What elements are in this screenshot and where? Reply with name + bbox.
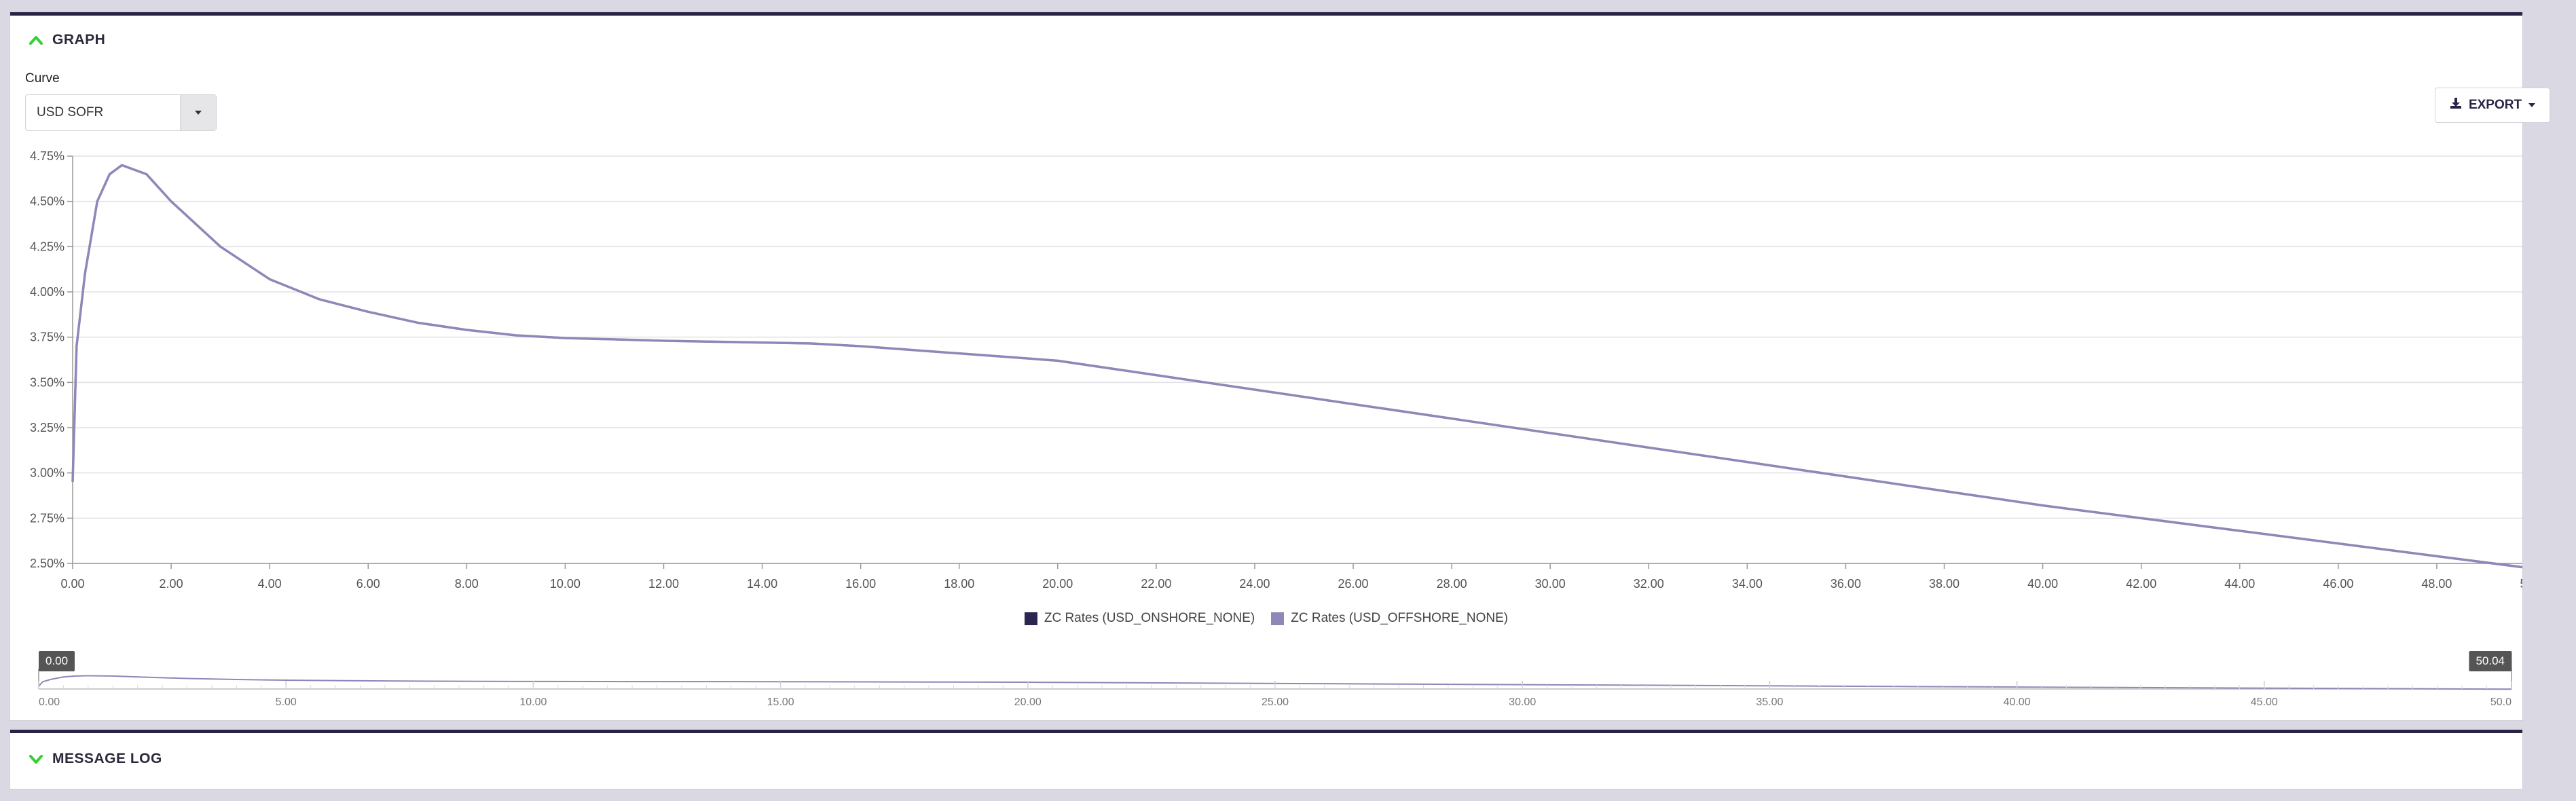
- x-tick-label: 10.00: [550, 577, 581, 591]
- legend-swatch: [1271, 612, 1285, 625]
- graph-panel-header[interactable]: GRAPH: [29, 32, 105, 48]
- download-icon: [2450, 97, 2462, 113]
- x-tick-label: 28.00: [1437, 577, 1467, 591]
- chevron-down-icon[interactable]: [29, 754, 43, 764]
- x-tick-label: 12.00: [648, 577, 679, 591]
- caret-down-icon: [2528, 103, 2536, 107]
- navigator-max-handle[interactable]: 50.04: [2469, 651, 2511, 671]
- navigator-tick-label: 10.00: [519, 696, 547, 708]
- navigator-tick-label: 40.00: [2004, 696, 2031, 708]
- navigator-min-handle[interactable]: 0.00: [39, 651, 75, 671]
- x-tick-label: 18.00: [944, 577, 974, 591]
- x-tick-label: 26.00: [1338, 577, 1369, 591]
- series-line-1: [71, 164, 2522, 569]
- message-log-title: MESSAGE LOG: [52, 751, 162, 766]
- x-tick-label: 8.00: [455, 577, 479, 591]
- x-tick-label: 22.00: [1141, 577, 1171, 591]
- navigator-tick-label: 30.00: [1509, 696, 1536, 708]
- y-tick-label: 4.75%: [30, 149, 65, 163]
- x-tick-label: 36.00: [1830, 577, 1861, 591]
- x-tick-label: 48.00: [2421, 577, 2452, 591]
- y-tick-label: 4.00%: [30, 285, 65, 299]
- curve-select-toggle[interactable]: [180, 95, 216, 130]
- y-tick-label: 2.75%: [30, 511, 65, 525]
- x-tick-label: 6.00: [356, 577, 380, 591]
- navigator-tick-label: 25.00: [1262, 696, 1289, 708]
- curve-label: Curve: [25, 71, 60, 86]
- chevron-up-icon[interactable]: [29, 35, 43, 45]
- x-tick-label: 38.00: [1929, 577, 1959, 591]
- x-tick-label: 14.00: [747, 577, 777, 591]
- x-tick-label: 34.00: [1732, 577, 1763, 591]
- legend-item-offshore[interactable]: ZC Rates (USD_OFFSHORE_NONE): [1271, 611, 1508, 626]
- y-tick-label: 3.50%: [30, 375, 65, 389]
- legend-label: ZC Rates (USD_ONSHORE_NONE): [1044, 611, 1255, 625]
- navigator-tick-label: 50.0: [2490, 696, 2511, 708]
- x-tick-label: 2.00: [160, 577, 183, 591]
- graph-panel-title: GRAPH: [52, 32, 106, 48]
- x-tick-label: 50.00: [2520, 577, 2522, 591]
- chart: 2.50% 2.75% 3.00% 3.25% 3.50% 3.75% 4.00% 4.25%…: [30, 149, 2522, 708]
- x-tick-label: 4.00: [258, 577, 282, 591]
- x-tick-label: 0.00: [60, 577, 84, 591]
- series-line-0: [71, 164, 2522, 569]
- graph-panel: GRAPH Curve USD SOFR EXPORT 2.50% 2.75% 3.…: [10, 12, 2550, 720]
- y-tick-label: 4.50%: [30, 195, 65, 208]
- export-button[interactable]: EXPORT: [2435, 88, 2550, 123]
- navigator-tick-label: 5.00: [276, 696, 297, 708]
- legend-item-onshore[interactable]: ZC Rates (USD_ONSHORE_NONE): [1024, 611, 1255, 626]
- export-label: EXPORT: [2468, 98, 2522, 112]
- message-log-header[interactable]: MESSAGE LOG: [29, 751, 162, 767]
- x-tick-label: 42.00: [2126, 577, 2156, 591]
- x-tick-label: 46.00: [2323, 577, 2353, 591]
- y-tick-label: 2.50%: [30, 557, 65, 570]
- x-tick-label: 32.00: [1634, 577, 1664, 591]
- y-tick-label: 3.25%: [30, 421, 65, 434]
- navigator-tick-label: 15.00: [767, 696, 794, 708]
- x-tick-label: 40.00: [2027, 577, 2058, 591]
- x-tick-label: 44.00: [2224, 577, 2255, 591]
- chart-legend: ZC Rates (USD_ONSHORE_NONE) ZC Rates (US…: [10, 611, 2522, 626]
- x-tick-label: 16.00: [845, 577, 876, 591]
- navigator-tick-label: 35.00: [1756, 696, 1783, 708]
- x-tick-label: 20.00: [1042, 577, 1073, 591]
- caret-down-icon: [195, 111, 202, 115]
- curve-select[interactable]: USD SOFR: [25, 94, 217, 131]
- y-tick-label: 3.00%: [30, 466, 65, 480]
- curve-select-value: USD SOFR: [37, 105, 104, 119]
- x-tick-label: 24.00: [1239, 577, 1270, 591]
- message-log-panel: MESSAGE LOG: [10, 730, 2522, 789]
- legend-swatch: [1024, 612, 1037, 625]
- navigator-tick-label: 0.00: [39, 696, 60, 708]
- y-tick-label: 3.75%: [30, 331, 65, 344]
- y-tick-label: 4.25%: [30, 240, 65, 253]
- navigator-tick-label: 20.00: [1014, 696, 1042, 708]
- x-tick-label: 30.00: [1535, 577, 1566, 591]
- navigator-tick-label: 45.00: [2251, 696, 2278, 708]
- legend-label: ZC Rates (USD_OFFSHORE_NONE): [1291, 611, 1509, 625]
